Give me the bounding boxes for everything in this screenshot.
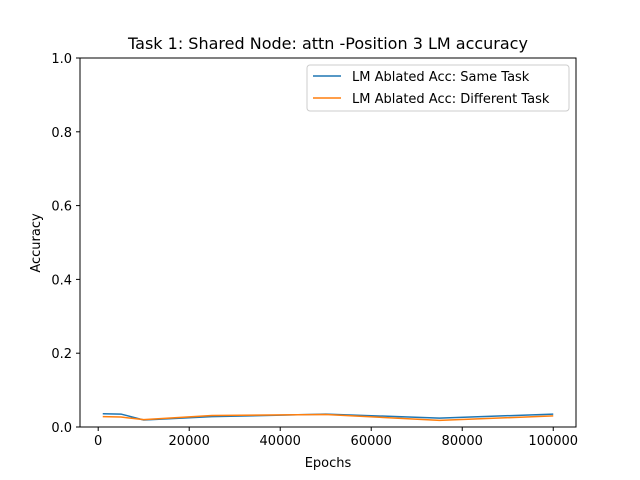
y-tick-label: 1.0 — [51, 52, 72, 67]
legend-box — [306, 64, 570, 112]
x-tick-label: 100000 — [528, 434, 578, 449]
y-tick-label: 0.6 — [51, 200, 72, 215]
x-tick-label: 20000 — [169, 434, 210, 449]
legend: LM Ablated Acc: Same Task LM Ablated Acc:… — [306, 64, 570, 112]
plot-series — [102, 412, 554, 422]
x-tick-label: 80000 — [442, 434, 483, 449]
y-tick-label: 0.4 — [51, 273, 72, 288]
y-tick-label: 0.2 — [51, 347, 72, 362]
series-line-1 — [102, 412, 554, 421]
x-axis-label: Epochs — [305, 456, 352, 471]
x-tick-label: 40000 — [260, 434, 301, 449]
x-axis-ticks: 0 20000 40000 60000 80000 100000 — [94, 427, 578, 449]
y-tick-label: 0.0 — [51, 421, 72, 436]
y-axis-label: Accuracy — [29, 213, 44, 273]
x-tick-label: 0 — [94, 434, 102, 449]
y-tick-label: 0.8 — [51, 126, 72, 141]
plot-frame — [79, 57, 577, 428]
legend-label-2: LM Ablated Acc: Different Task — [352, 92, 550, 107]
chart-title: Task 1: Shared Node: attn -Position 3 LM… — [127, 34, 528, 53]
legend-label-1: LM Ablated Acc: Same Task — [352, 70, 530, 85]
y-axis-ticks: 0.0 0.2 0.4 0.6 0.8 1.0 — [51, 52, 80, 436]
series-line-2 — [102, 413, 554, 422]
x-tick-label: 60000 — [351, 434, 392, 449]
